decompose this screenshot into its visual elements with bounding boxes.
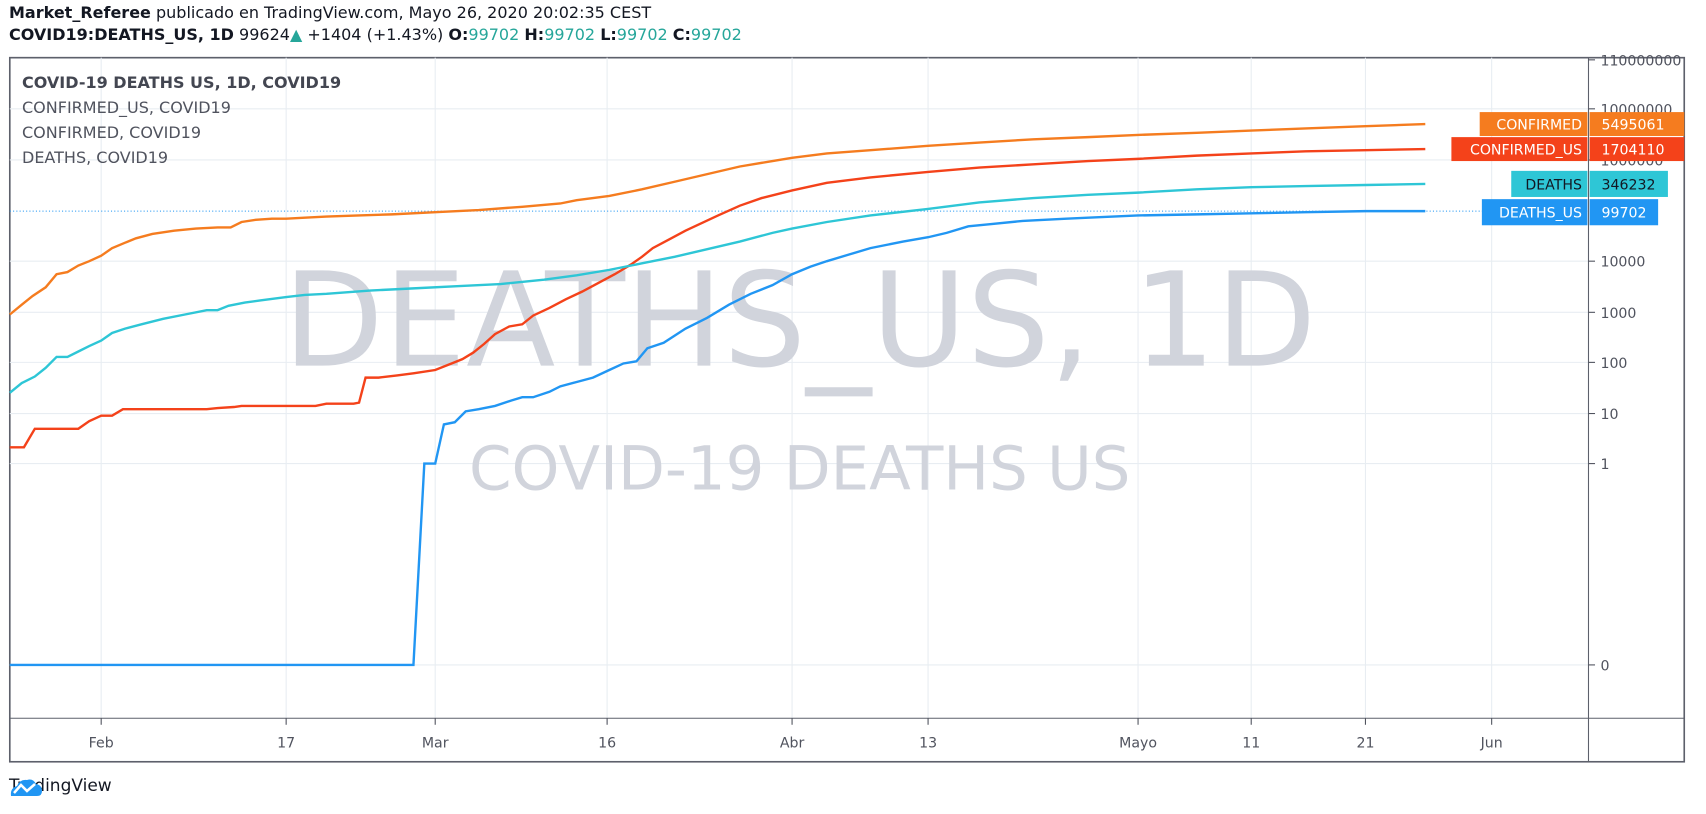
x-tick-jun: Jun (1480, 736, 1503, 752)
watermark-big: DEATHS_US, 1D (283, 245, 1316, 397)
legend-item-confirmed[interactable]: CONFIRMED, COVID19 (22, 123, 202, 142)
publish-line: Market_Referee publicado en TradingView.… (9, 2, 742, 24)
y-tick-0: 0 (1600, 658, 1609, 674)
close-label: C: (672, 25, 691, 44)
symbol-name: COVID19:DEATHS_US, 1D (9, 25, 234, 44)
change-value: +1404 (+1.43%) (307, 25, 444, 44)
close-value: 99702 (690, 25, 742, 44)
open-label: O: (448, 25, 469, 44)
x-tick-16: 16 (598, 736, 616, 752)
x-tick-13: 13 (919, 736, 937, 752)
chart-header: Market_Referee publicado en TradingView.… (9, 2, 742, 46)
y-tick-1: 1 (1600, 457, 1609, 473)
symbol-line: COVID19:DEATHS_US, 1D 99624▲ +1404 (+1.4… (9, 24, 742, 46)
legend-main-series[interactable]: COVID-19 DEATHS US, 1D, COVID19 (22, 73, 342, 92)
tradingview-footer[interactable]: TradingView (9, 776, 112, 796)
tradingview-logo-icon (10, 779, 42, 796)
label-confirmed-us-value: 1704110 (1602, 143, 1665, 159)
y-tick-10: 10 (1600, 407, 1618, 423)
legend-item-confirmed-us[interactable]: CONFIRMED_US, COVID19 (22, 98, 231, 117)
high-value: 99702 (544, 25, 596, 44)
author-name[interactable]: Market_Referee (9, 3, 151, 22)
series-price-labels: CONFIRMED 5495061 CONFIRMED_US 1704110 D… (1451, 112, 1685, 226)
y-tick-100: 100 (1600, 356, 1627, 372)
legend-item-deaths[interactable]: DEATHS, COVID19 (22, 148, 169, 167)
low-value: 99702 (616, 25, 668, 44)
label-deaths-name: DEATHS (1525, 177, 1582, 193)
watermark-small: COVID-19 DEATHS US (469, 434, 1130, 505)
up-arrow-icon: ▲ (289, 25, 303, 44)
series-confirmed[interactable] (9, 122, 1426, 316)
label-deaths-us-name: DEATHS_US (1499, 206, 1582, 222)
low-label: L: (600, 25, 617, 44)
high-label: H: (524, 25, 545, 44)
label-confirmed-value: 5495061 (1602, 117, 1665, 133)
y-tick-10000: 10000 (1600, 255, 1645, 271)
x-tick-mar: Mar (422, 736, 449, 752)
x-tick-11: 11 (1242, 736, 1260, 752)
y-tick-1000: 1000 (1600, 306, 1636, 322)
series-confirmed-us[interactable] (9, 147, 1426, 449)
y-tick-110000000: 110000000 (1600, 53, 1681, 69)
open-value: 99702 (468, 25, 520, 44)
last-value: 99624 (239, 25, 290, 44)
x-tick-17: 17 (277, 736, 295, 752)
series-deaths[interactable] (9, 182, 1426, 394)
time-axis-labels: Feb 17 Mar 16 Abr 13 Mayo 11 21 Jun (89, 718, 1503, 752)
published-text: publicado en TradingView.com, Mayo 26, 2… (156, 3, 652, 22)
series-legend: COVID-19 DEATHS US, 1D, COVID19 CONFIRME… (22, 70, 341, 170)
series-deaths-us[interactable] (9, 209, 1426, 667)
label-confirmed-us-name: CONFIRMED_US (1470, 143, 1582, 159)
label-confirmed-name: CONFIRMED (1496, 117, 1582, 133)
label-deaths-us-value: 99702 (1602, 206, 1647, 222)
x-tick-feb: Feb (89, 736, 114, 752)
vertical-gridlines (100, 57, 1493, 719)
x-tick-abr: Abr (780, 736, 805, 752)
chart-frame (8, 56, 1686, 763)
x-tick-mayo: Mayo (1119, 736, 1157, 752)
x-tick-21: 21 (1356, 736, 1374, 752)
label-deaths-value: 346232 (1602, 177, 1656, 193)
